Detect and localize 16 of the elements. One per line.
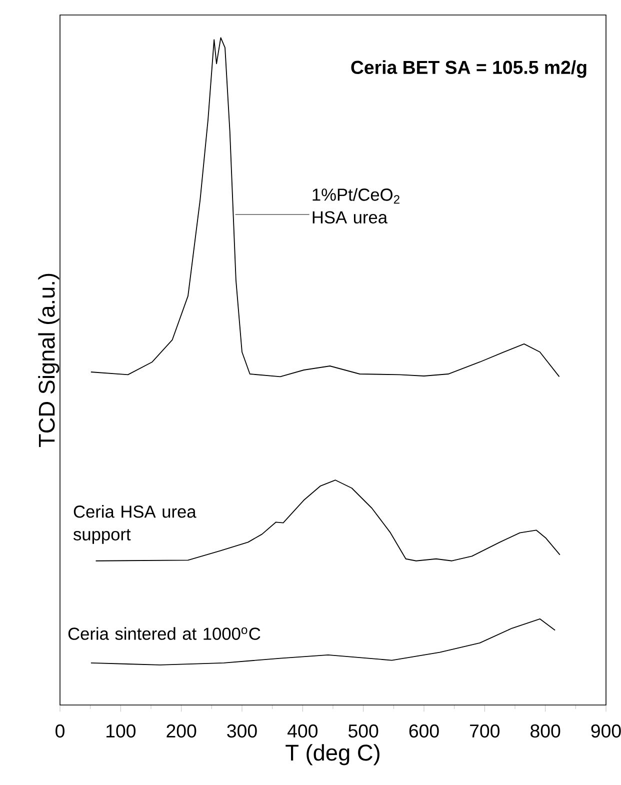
x-tick-label: 0 [56, 724, 64, 738]
series-label: Ceria HSA urea support [73, 505, 196, 544]
annotation: Ceria BET SA = 105.5 m2/g [351, 60, 586, 78]
legend-label: 1%Pt/CeO$_{2}$ HSA urea [312, 188, 400, 224]
x-tick-label: 700 [470, 724, 500, 738]
x-tick-label: 200 [166, 724, 196, 738]
x-tick-label: 500 [348, 724, 378, 738]
x-tick-label: 600 [409, 724, 439, 738]
x-tick-label: 900 [591, 724, 621, 738]
series-label: Ceria sintered at 1000$^{o}$C [68, 627, 260, 640]
y-axis-title: TCD Signal (a.u.) [38, 274, 60, 448]
x-tick-label: 400 [288, 724, 318, 738]
x-tick-label: 300 [227, 724, 257, 738]
x-tick-label: 800 [530, 724, 560, 738]
x-axis-title: T (deg C) [286, 744, 380, 766]
x-tick-label: 100 [106, 724, 136, 738]
